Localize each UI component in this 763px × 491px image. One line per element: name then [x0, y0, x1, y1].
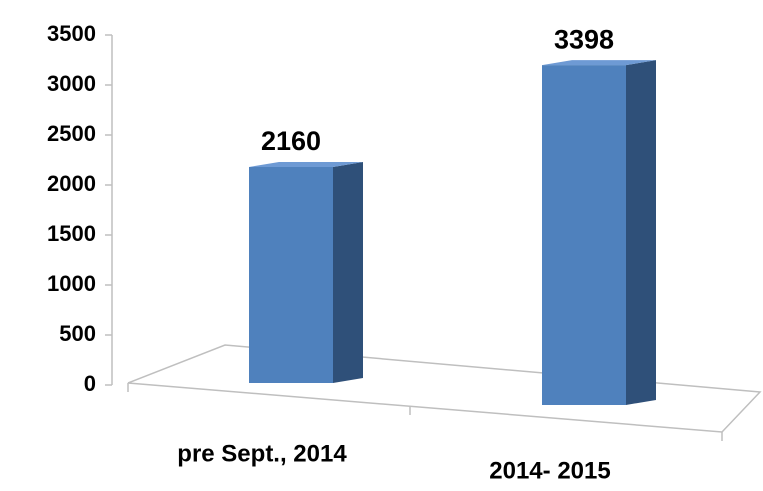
bar-side	[333, 162, 363, 383]
y-tick-label: 2000	[47, 171, 96, 196]
bar	[542, 60, 656, 405]
floor	[127, 344, 762, 441]
y-tick-label: 0	[84, 371, 96, 396]
y-tick-label: 500	[59, 321, 96, 346]
y-tick-label: 1500	[47, 221, 96, 246]
bar-top	[249, 162, 363, 167]
x-tick-label: pre Sept., 2014	[177, 440, 347, 467]
y-tick-label: 3000	[47, 71, 96, 96]
bar-top	[542, 60, 656, 66]
data-label: 2160	[261, 126, 321, 156]
bar-side	[626, 60, 656, 405]
y-tick-label: 1000	[47, 271, 96, 296]
y-tick-label: 2500	[47, 121, 96, 146]
data-label: 3398	[554, 24, 614, 54]
bar-front	[249, 167, 333, 383]
floor-outline	[127, 344, 762, 433]
bar-front	[542, 65, 626, 405]
x-tick-label: 2014- 2015	[489, 457, 610, 484]
y-tick-label: 3500	[47, 21, 96, 46]
bar	[249, 162, 363, 383]
